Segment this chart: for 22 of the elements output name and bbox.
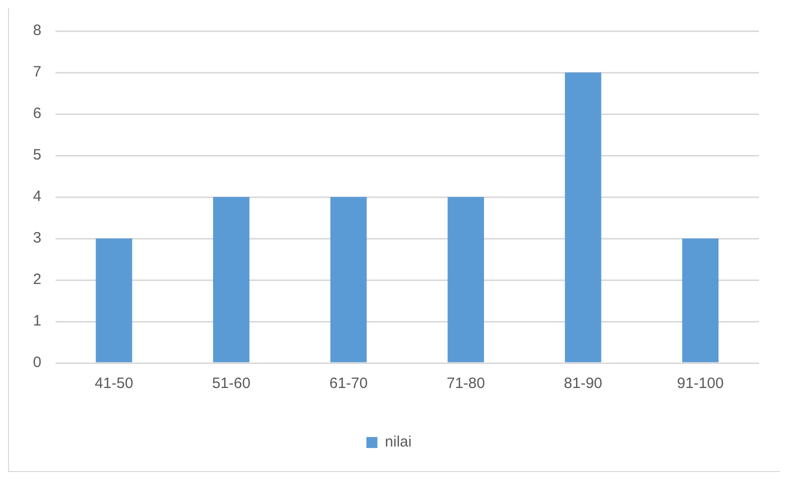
x-tick-label: 81-90 [564, 375, 602, 392]
y-tick-label: 7 [33, 64, 42, 81]
bar [682, 238, 719, 362]
bar [564, 72, 602, 362]
bar [96, 238, 132, 362]
y-tick-label: 0 [33, 354, 42, 372]
x-tick-label: 41-50 [94, 375, 134, 392]
y-tick-label: 6 [33, 105, 42, 122]
bar [448, 197, 484, 362]
legend-label: nilai [384, 434, 412, 451]
y-tick-label: 1 [33, 312, 42, 330]
y-tick-label: 2 [33, 271, 42, 288]
y-tick-label: 5 [33, 146, 42, 164]
x-tick-label: 91-100 [677, 375, 724, 392]
x-tick-label: 51-60 [212, 375, 250, 392]
x-tick-label: 71-80 [446, 375, 485, 392]
bar [330, 197, 367, 362]
y-tick-label: 3 [33, 230, 42, 247]
x-tick-label: 61-70 [329, 375, 368, 392]
bar [213, 197, 250, 362]
y-tick-label: 4 [33, 188, 42, 206]
y-tick-label: 8 [33, 22, 42, 40]
